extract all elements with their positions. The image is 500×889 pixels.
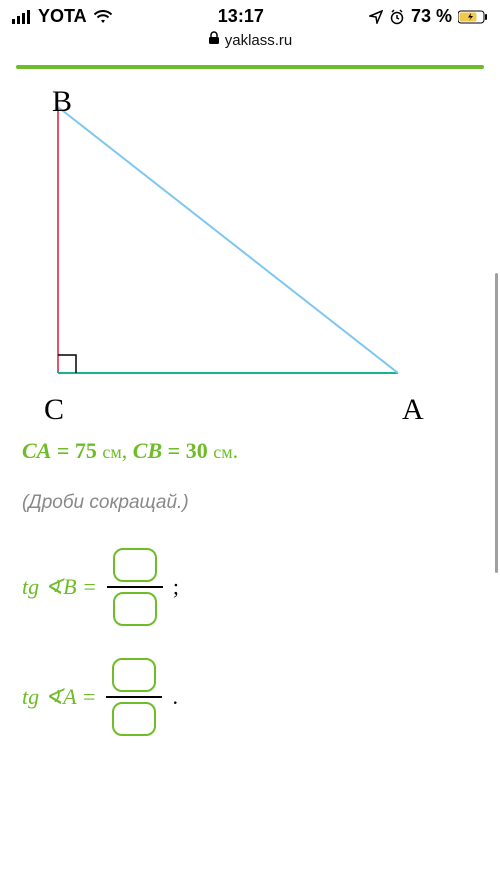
- angle-var-a: A: [63, 684, 76, 709]
- scroll-indicator[interactable]: [495, 273, 498, 573]
- tg-b-numerator-input[interactable]: [113, 548, 157, 582]
- vertex-label-a: A: [402, 393, 424, 427]
- ca-value: 75: [75, 438, 97, 463]
- punct-semi: ;: [173, 574, 179, 600]
- status-left: YOTA: [12, 6, 113, 27]
- eq: =: [82, 574, 97, 599]
- tg-a-denominator-input[interactable]: [112, 702, 156, 736]
- tg-b-denominator-input[interactable]: [113, 592, 157, 626]
- eq2: =: [168, 438, 181, 463]
- status-bar: YOTA 13:17 73 %: [0, 0, 500, 29]
- battery-charging-icon: [458, 10, 488, 24]
- fraction-line: [107, 586, 163, 588]
- cb-var: CB: [133, 438, 162, 463]
- punct-dot: .: [172, 684, 178, 710]
- alarm-icon: [389, 9, 405, 25]
- url-domain: yaklass.ru: [225, 32, 293, 49]
- eq: =: [82, 684, 97, 709]
- eq: =: [57, 438, 70, 463]
- address-bar[interactable]: yaklass.ru: [0, 29, 500, 55]
- location-icon: [369, 10, 383, 24]
- fraction-line: [106, 696, 162, 698]
- fn-tg: tg: [22, 574, 39, 599]
- battery-percent: 73 %: [411, 6, 452, 27]
- given-values: CA = 75 см, CB = 30 см.: [22, 438, 480, 464]
- tg-a-numerator-input[interactable]: [112, 658, 156, 692]
- angle-var-b: B: [63, 574, 76, 599]
- answer-a-label: tg ∢A =: [22, 684, 96, 710]
- carrier-text: YOTA: [38, 6, 87, 27]
- triangle-svg: [28, 93, 428, 393]
- triangle-figure: B C A: [28, 93, 480, 398]
- fraction-a: [106, 658, 162, 736]
- fn-tg: tg: [22, 684, 39, 709]
- angle-symbol: ∢: [45, 684, 63, 709]
- problem-content: B C A CA = 75 см, CB = 30 см. (Дроби сок…: [0, 93, 500, 736]
- wifi-icon: [93, 10, 113, 24]
- vertex-label-b: B: [52, 85, 72, 119]
- signal-icon: [12, 10, 32, 24]
- answer-tg-a: tg ∢A = .: [22, 658, 480, 736]
- status-right: 73 %: [369, 6, 488, 27]
- clock: 13:17: [218, 6, 264, 27]
- lock-icon: [208, 31, 220, 49]
- accent-divider: [16, 65, 484, 69]
- unit2: см: [213, 442, 232, 462]
- ca-var: CA: [22, 438, 51, 463]
- vertex-label-c: C: [44, 393, 64, 427]
- note-text: (Дроби сокращай.): [22, 492, 480, 514]
- answer-b-label: tg ∢B =: [22, 574, 97, 600]
- angle-symbol: ∢: [45, 574, 63, 599]
- answer-tg-b: tg ∢B = ;: [22, 548, 480, 626]
- fraction-b: [107, 548, 163, 626]
- unit: см: [102, 442, 121, 462]
- cb-value: 30: [186, 438, 208, 463]
